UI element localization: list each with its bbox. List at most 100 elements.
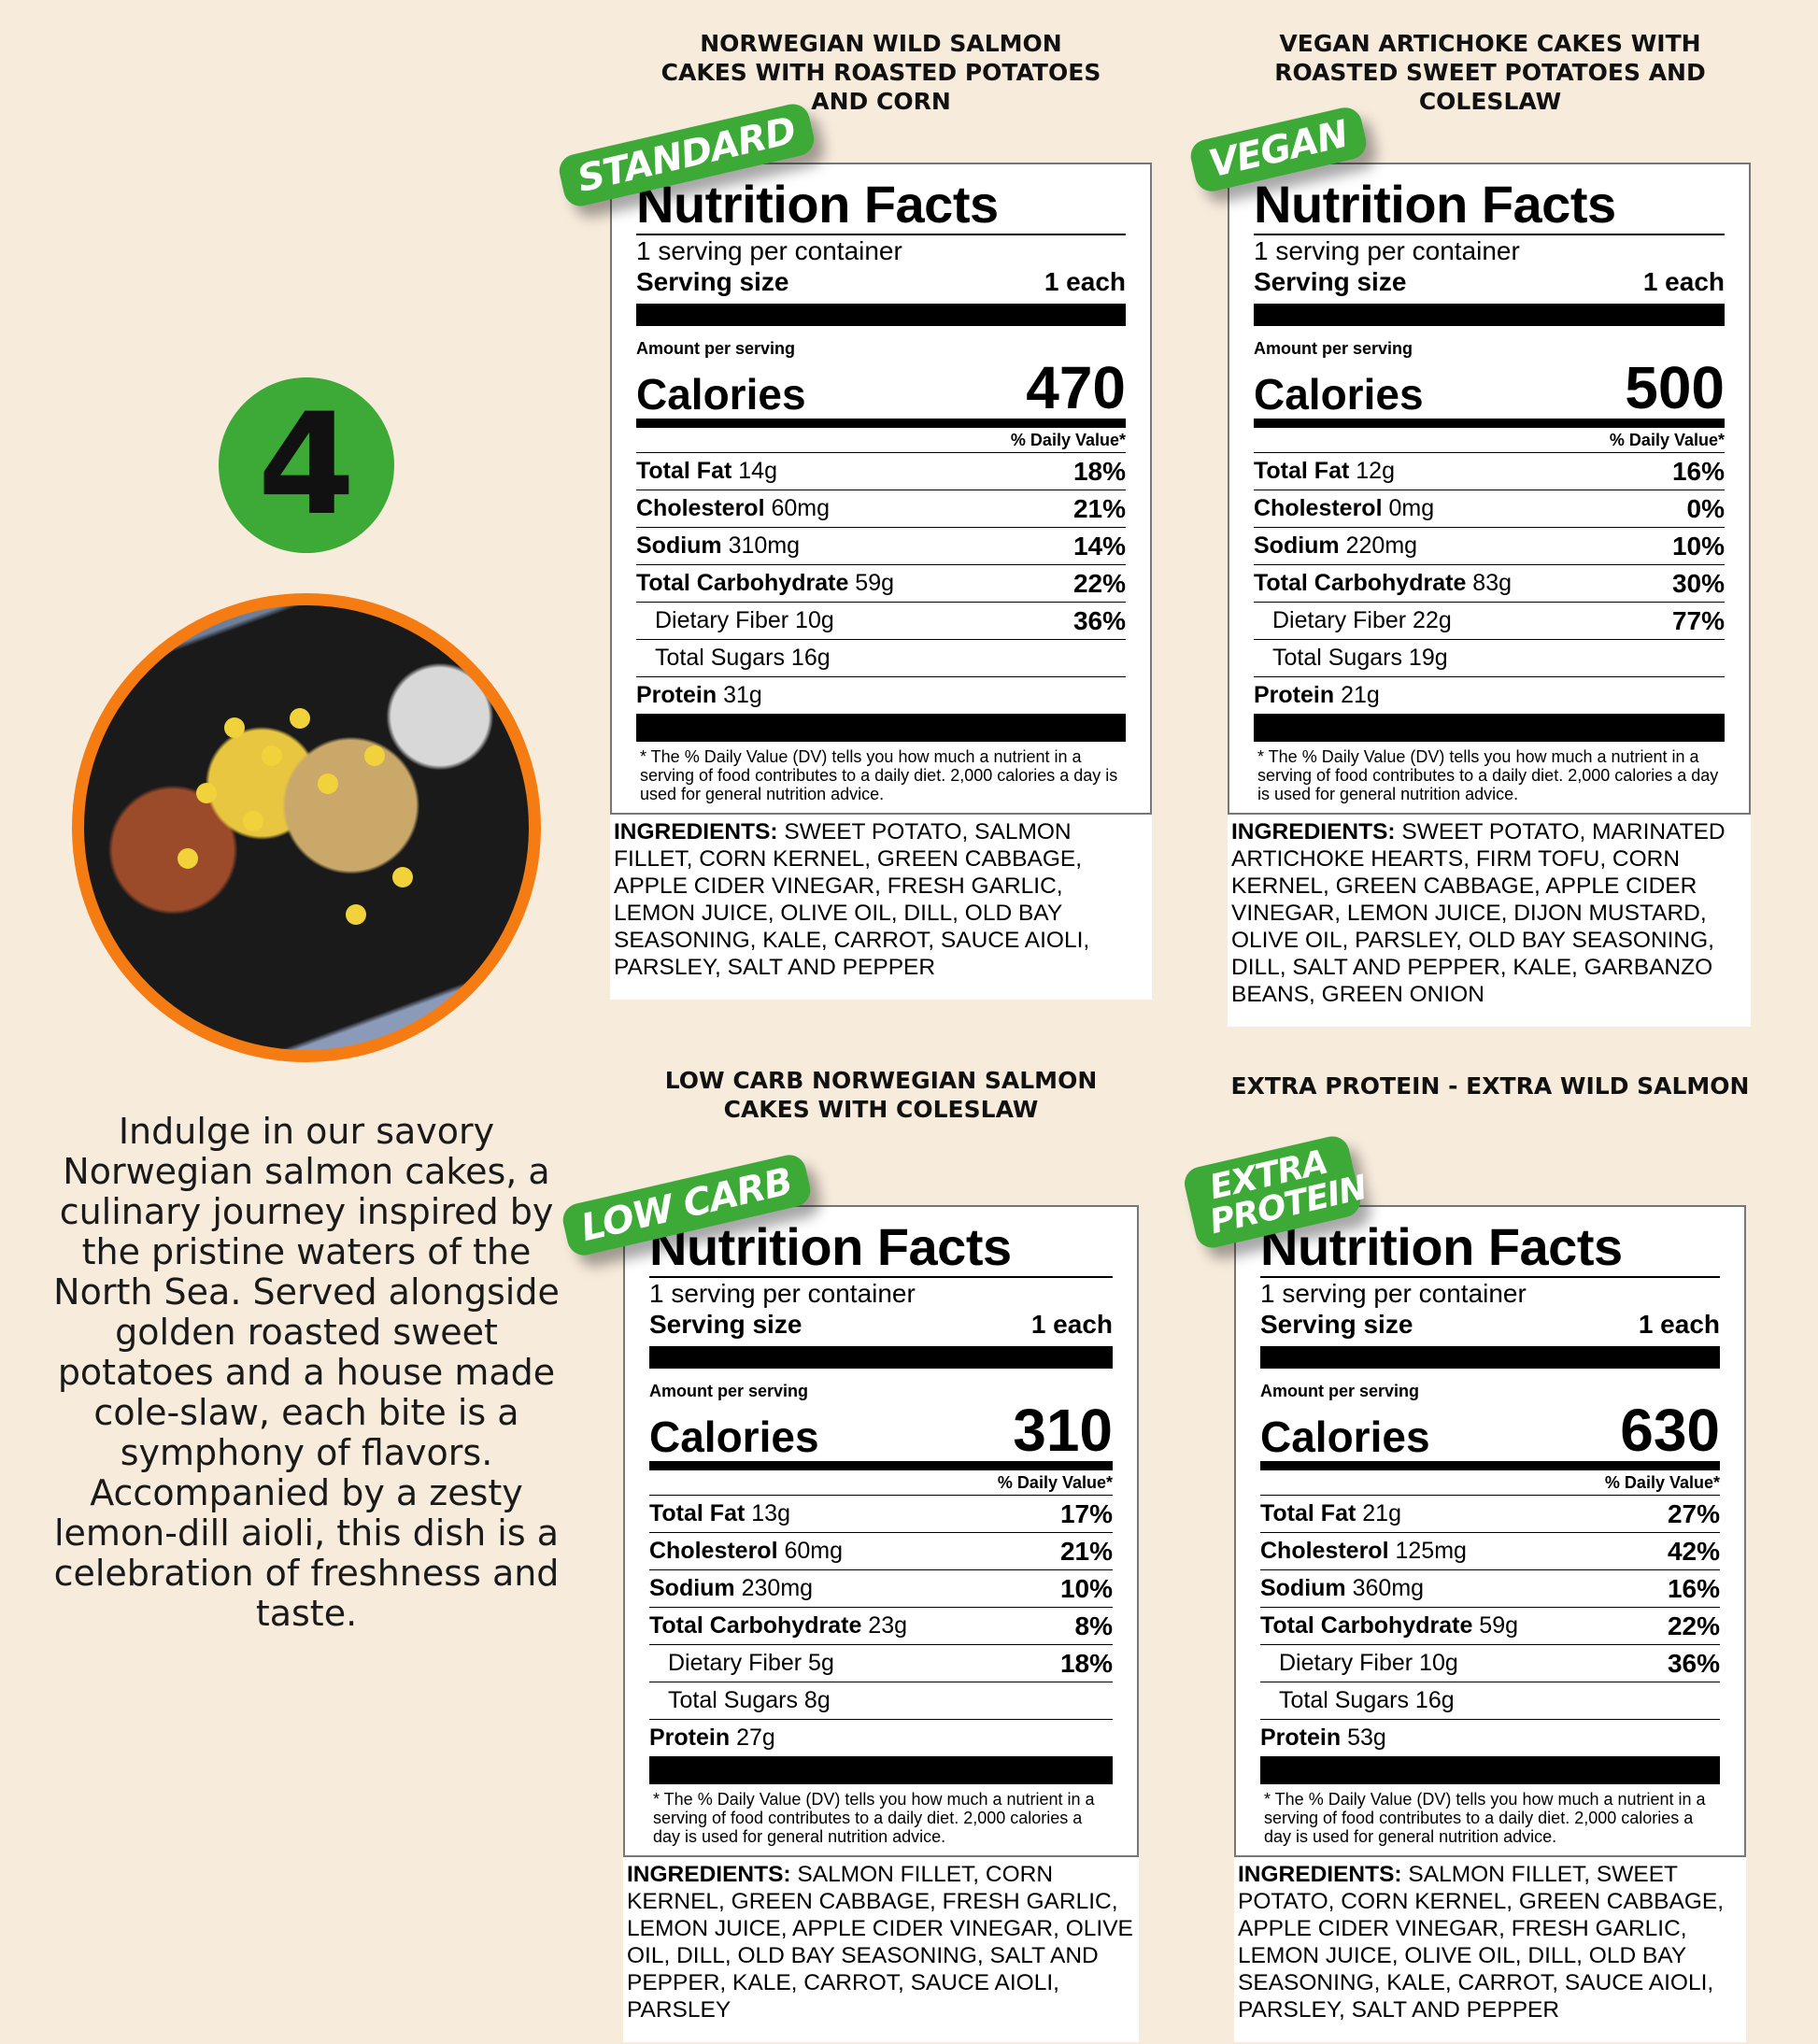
- nutrient-daily-value: 16%: [1671, 456, 1725, 486]
- meal-number-badge: 4: [219, 377, 394, 553]
- nutrient-row: Protein 27g: [649, 1719, 1113, 1756]
- nutrient-row: Protein 53g: [1260, 1719, 1720, 1756]
- nutrient-name: Protein: [1254, 682, 1335, 708]
- serving-size-label: Serving size: [1260, 1310, 1413, 1339]
- calories-row: Calories 470: [636, 354, 1126, 428]
- calories-value: 470: [1026, 354, 1126, 421]
- nutrient-row: Total Fat 12g 16%: [1254, 452, 1725, 490]
- nutrition-card: Nutrition Facts 1 serving per container …: [1234, 1205, 1746, 2042]
- ingredients-label: INGREDIENTS:: [1238, 1862, 1402, 1887]
- nutrient-daily-value: 77%: [1671, 605, 1725, 635]
- nutrient-amount: 310mg: [728, 532, 801, 559]
- nutrient-daily-value: 27%: [1667, 1498, 1720, 1528]
- serving-size-value: 1 each: [1044, 267, 1126, 296]
- nutrient-amount: 21g: [1341, 682, 1380, 708]
- nutrition-card: Nutrition Facts 1 serving per container …: [623, 1205, 1139, 2042]
- divider-thick: [1254, 714, 1725, 742]
- nutrient-daily-value: 42%: [1667, 1536, 1720, 1566]
- footnote: * The % Daily Value (DV) tells you how m…: [653, 1790, 1095, 1846]
- nutrient-amount: 23g: [868, 1612, 908, 1639]
- divider-thick: [649, 1346, 1113, 1369]
- nutrient-name: Total Carbohydrate: [636, 570, 849, 596]
- meal-photo: [72, 593, 541, 1062]
- meal-title: NORWEGIAN WILD SALMON CAKES WITH ROASTED…: [660, 30, 1101, 115]
- nutrient-amount: 14g: [738, 458, 777, 484]
- nutrient-name: Protein: [649, 1725, 731, 1751]
- nutrient-amount: 31g: [723, 682, 762, 708]
- serving-size-row: Serving size 1 each: [1254, 266, 1725, 298]
- nutrition-card: Nutrition Facts 1 serving per container …: [1228, 163, 1751, 1027]
- nutrient-row: Total Carbohydrate 59g 22%: [636, 564, 1126, 602]
- servings-per-container: 1 serving per container: [1254, 236, 1520, 265]
- meal-title: LOW CARB NORWEGIAN SALMON CAKES WITH COL…: [664, 1067, 1098, 1123]
- nutrient-amount: 10g: [1419, 1650, 1458, 1676]
- nutrient-name: Cholesterol: [636, 495, 765, 521]
- nutrient-daily-value: 14%: [1072, 531, 1126, 561]
- nutrient-daily-value: 21%: [1059, 1536, 1113, 1566]
- nutrient-amount: 8g: [803, 1687, 831, 1713]
- nutrient-name: Total Carbohydrate: [1260, 1612, 1473, 1639]
- nutrient-row: Sodium 360mg 16%: [1260, 1569, 1720, 1607]
- calories-label: Calories: [649, 1412, 819, 1461]
- ingredients: INGREDIENTS: SWEET POTATO, SALMON FILLET…: [610, 815, 1152, 1000]
- nutrient-row: Cholesterol 0mg 0%: [1254, 490, 1725, 527]
- nutrition-facts-heading: Nutrition Facts: [1260, 1220, 1720, 1278]
- nutrient-row: Dietary Fiber 10g 36%: [1260, 1644, 1720, 1682]
- nutrient-amount: 60mg: [771, 495, 831, 521]
- ingredients-list: SALMON FILLET, SWEET POTATO, CORN KERNEL…: [1238, 1862, 1725, 2023]
- nutrient-row: Dietary Fiber 5g 18%: [649, 1644, 1113, 1682]
- meal-description: Indulge in our savory Norwegian salmon c…: [53, 1111, 560, 1634]
- nutrient-daily-value: 18%: [1072, 456, 1126, 486]
- nutrient-row: Sodium 220mg 10%: [1254, 527, 1725, 564]
- nutrient-amount: 83g: [1472, 570, 1513, 596]
- amount-per-serving: Amount per serving: [1260, 1382, 1420, 1400]
- nutrition-card: Nutrition Facts 1 serving per container …: [610, 163, 1152, 1000]
- amount-per-serving: Amount per serving: [649, 1382, 809, 1400]
- nutrient-name: Total Carbohydrate: [1254, 570, 1467, 596]
- serving-size-row: Serving size 1 each: [636, 266, 1126, 298]
- nutrient-row: Sodium 230mg 10%: [649, 1569, 1113, 1607]
- nutrient-daily-value: 22%: [1072, 568, 1126, 598]
- nutrient-amount: 360mg: [1352, 1575, 1425, 1601]
- nutrition-facts-heading: Nutrition Facts: [1254, 177, 1725, 235]
- nutrient-name: Total Fat: [649, 1500, 746, 1526]
- nutrient-amount: 125mg: [1395, 1538, 1467, 1564]
- servings-per-container: 1 serving per container: [649, 1279, 916, 1308]
- ingredients-label: INGREDIENTS:: [614, 819, 778, 845]
- nutrient-name: Total Sugars: [1279, 1687, 1409, 1713]
- divider-thick: [649, 1756, 1113, 1784]
- nutrient-name: Total Carbohydrate: [649, 1612, 862, 1639]
- nutrient-row: Dietary Fiber 22g 77%: [1254, 602, 1725, 639]
- divider-thick: [1260, 1346, 1720, 1369]
- calories-value: 310: [1013, 1397, 1113, 1464]
- nutrient-amount: 21g: [1362, 1500, 1401, 1526]
- divider-thick: [636, 714, 1126, 742]
- footnote: * The % Daily Value (DV) tells you how m…: [1264, 1790, 1706, 1846]
- nutrient-daily-value: 10%: [1059, 1573, 1113, 1603]
- nutrient-row: Protein 21g: [1254, 676, 1725, 714]
- meal-title: VEGAN ARTICHOKE CAKES WITH ROASTED SWEET…: [1274, 30, 1706, 115]
- nutrition-facts-label: Nutrition Facts 1 serving per container …: [1234, 1205, 1746, 1857]
- nutrient-amount: 16g: [790, 645, 831, 671]
- nutrient-amount: 13g: [751, 1500, 790, 1526]
- nutrient-amount: 5g: [808, 1650, 834, 1676]
- nutrient-name: Cholesterol: [1260, 1538, 1389, 1564]
- calories-value: 630: [1620, 1397, 1720, 1464]
- nutrient-row: Cholesterol 125mg 42%: [1260, 1532, 1720, 1569]
- serving-size-value: 1 each: [1642, 267, 1725, 296]
- nutrient-daily-value: 17%: [1059, 1498, 1113, 1528]
- calories-row: Calories 500: [1254, 358, 1725, 428]
- nutrient-name: Total Sugars: [655, 645, 785, 671]
- nutrient-amount: 27g: [736, 1725, 775, 1751]
- nutrient-daily-value: 22%: [1667, 1611, 1720, 1640]
- daily-value-header: % Daily Value*: [1609, 431, 1725, 449]
- nutrition-facts-heading: Nutrition Facts: [636, 177, 1126, 235]
- nutrient-row: Total Carbohydrate 59g 22%: [1260, 1607, 1720, 1644]
- nutrient-row: Total Fat 14g 18%: [636, 452, 1126, 490]
- nutrient-name: Total Sugars: [1272, 645, 1402, 671]
- daily-value-header: % Daily Value*: [1010, 431, 1126, 449]
- nutrient-row: Cholesterol 60mg 21%: [636, 490, 1126, 527]
- nutrient-row: Total Sugars 8g: [649, 1682, 1113, 1719]
- nutrient-name: Total Fat: [1260, 1500, 1356, 1526]
- nutrient-amount: 230mg: [741, 1575, 814, 1601]
